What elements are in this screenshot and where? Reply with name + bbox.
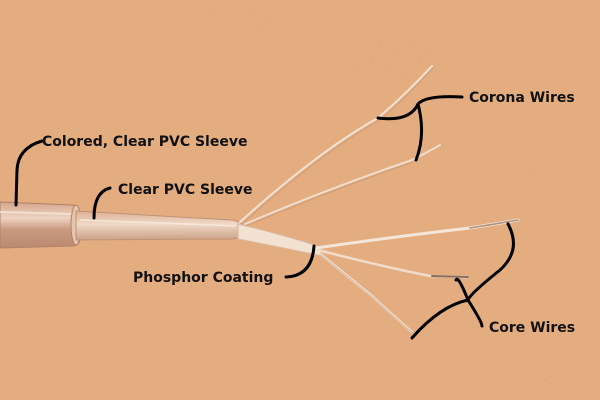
corona-wire-1 [239,65,433,223]
core-wires [314,218,520,334]
leader-colored-sleeve [14,139,44,207]
core-wire-lower-shadow [319,253,414,334]
leader-core-wires [410,222,515,340]
core-wire-upper-tip [469,219,519,229]
corona-wire-2 [244,144,441,225]
leader-lines [14,95,515,340]
background-texture [79,7,546,381]
phosphor-bundle [237,223,323,257]
label-phosphor-coating: Phosphor Coating [133,270,273,286]
colored-pvc-sleeve [0,201,81,249]
label-corona-wires: Corona Wires [469,90,575,106]
leader-phosphor-coating [284,244,316,279]
corona-wire-2-shadow [245,161,414,227]
corona-wire-1-shadow [241,67,434,225]
phosphor-coating [237,223,323,257]
labels: Colored, Clear PVC Sleeve Clear PVC Slee… [42,90,575,336]
core-wire-middle-tip [431,275,469,278]
leader-clear-sleeve [92,186,112,220]
label-colored-pvc-sleeve: Colored, Clear PVC Sleeve [42,134,247,150]
label-clear-pvc-sleeve: Clear PVC Sleeve [118,182,253,198]
cable [0,201,245,249]
clear-sleeve-highlight [79,219,237,227]
core-wire-middle [316,248,470,279]
leader-corona-wires [376,95,464,162]
core-wire-upper [314,218,520,250]
corona-wires [239,65,441,227]
label-core-wires: Core Wires [489,320,575,336]
colored-sleeve-highlight [0,211,75,215]
